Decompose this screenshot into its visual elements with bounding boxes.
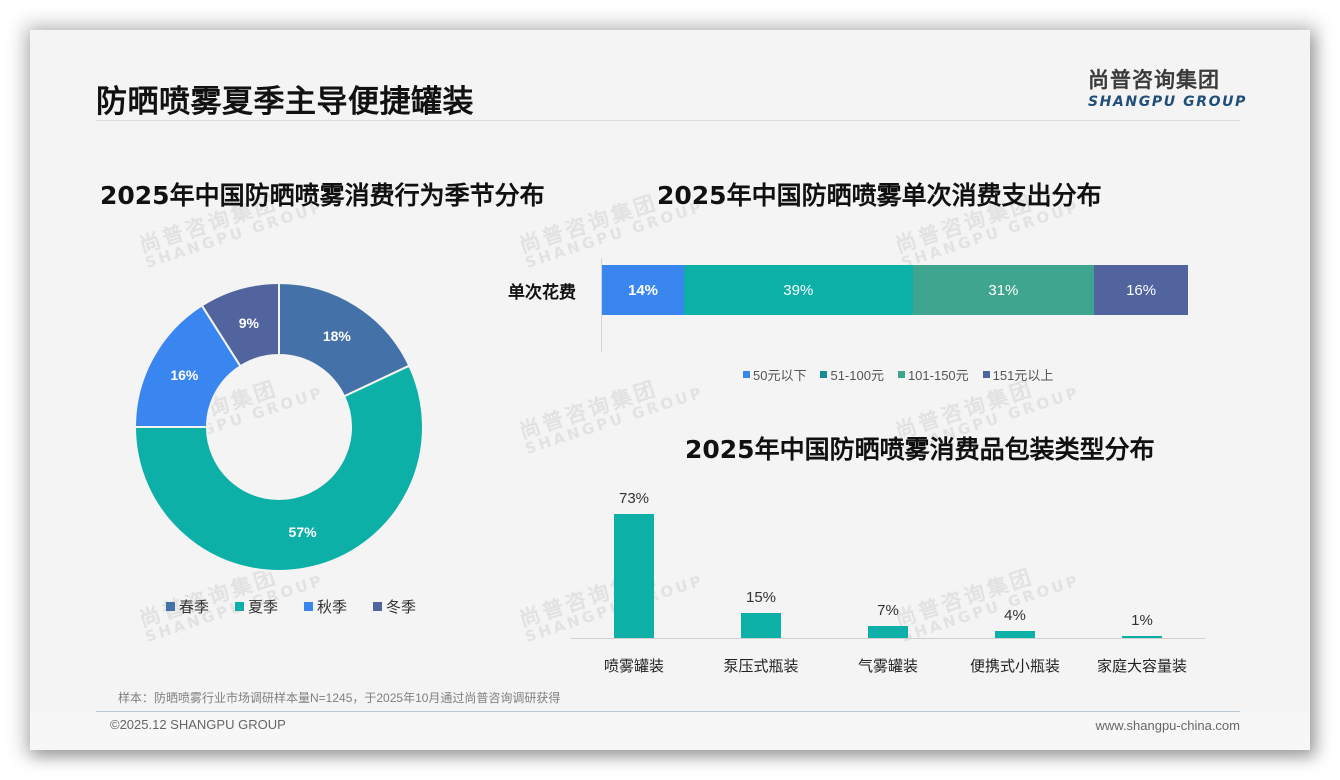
donut-slice-label: 57%: [288, 524, 317, 541]
slide: 防晒喷雾夏季主导便捷罐装 尚普咨询集团 SHANGPU GROUP 尚普咨询集团…: [30, 30, 1310, 750]
column-value-label: 7%: [877, 602, 899, 620]
legend-swatch: [235, 602, 245, 611]
footer-divider: [96, 711, 1240, 712]
stacked-segment: 31%: [912, 265, 1095, 315]
logo-en-text: SHANGPU GROUP: [1088, 94, 1247, 110]
legend-item: 秋季: [304, 596, 347, 617]
website-link[interactable]: www.shangpu-china.com: [1095, 718, 1240, 733]
legend-swatch: [373, 602, 383, 611]
sample-footnote: 样本：防晒喷雾行业市场调研样本量N=1245，于2025年10月通过尚普咨询调研…: [118, 691, 561, 705]
column-baseline: [571, 638, 1205, 639]
column-category-label: 家庭大容量装: [1096, 658, 1187, 675]
stacked-category-label: 单次花费: [508, 283, 576, 303]
stacked-segment: 39%: [684, 265, 913, 315]
donut-slice-冬季: [200, 281, 280, 368]
company-logo: 尚普咨询集团 SHANGPU GROUP: [1088, 64, 1247, 110]
column-value-label: 73%: [618, 490, 650, 507]
legend-swatch: [982, 371, 990, 378]
legend-item: 50元以下: [743, 365, 806, 384]
copyright-text: ©2025.12 SHANGPU GROUP: [110, 717, 286, 732]
donut-slice-label: 9%: [238, 315, 259, 332]
column-bar: [614, 514, 654, 638]
column-value-label: 4%: [1004, 607, 1026, 625]
column-category-label: 喷雾罐装: [603, 658, 664, 675]
legend-label: 151元以上: [992, 368, 1054, 383]
page-title: 防晒喷雾夏季主导便捷罐装: [96, 84, 474, 120]
column-category-label: 泵压式瓶装: [723, 658, 799, 675]
footer-bar: [30, 712, 1310, 750]
stacked-segment: 14%: [602, 265, 685, 315]
column-bar: [995, 631, 1035, 638]
legend-swatch: [304, 602, 314, 611]
column-bar: [868, 626, 908, 638]
column-bar: [741, 612, 781, 638]
donut-slice-夏季: [133, 364, 424, 572]
stacked-chart-title: 2025年中国防晒喷雾单次消费支出分布: [657, 181, 1102, 210]
stacked-axis-line: [601, 258, 602, 352]
stacked-segment: 16%: [1094, 265, 1188, 315]
pie-legend: 春季 夏季 秋季 冬季: [166, 596, 416, 617]
legend-item: 151元以上: [982, 365, 1054, 384]
stacked-legend: 50元以下 51-100元 101-150元 151元以上: [743, 365, 1053, 384]
legend-label: 冬季: [386, 599, 417, 616]
legend-swatch: [897, 371, 905, 378]
donut-slice-春季: [278, 281, 411, 398]
legend-label: 夏季: [248, 599, 279, 616]
logo-cn-text: 尚普咨询集团: [1088, 68, 1220, 92]
column-category-label: 气雾罐装: [857, 658, 918, 675]
column-value-label: 1%: [1131, 612, 1153, 630]
legend-label: 50元以下: [753, 368, 807, 383]
column-chart-title: 2025年中国防晒喷雾消费品包装类型分布: [685, 435, 1155, 464]
legend-label: 春季: [179, 599, 210, 616]
legend-item: 夏季: [235, 596, 278, 617]
legend-swatch: [820, 371, 828, 378]
legend-item: 101-150元: [897, 365, 969, 384]
header-divider: [96, 120, 1240, 121]
legend-swatch: [743, 371, 750, 378]
legend-item: 51-100元: [820, 365, 884, 384]
legend-label: 101-150元: [907, 368, 969, 383]
column-bar: [1122, 636, 1162, 638]
donut-slice-label: 16%: [170, 366, 199, 383]
legend-label: 秋季: [317, 599, 348, 616]
donut-slice-label: 18%: [322, 327, 351, 344]
column-category-label: 便携式小瓶装: [969, 658, 1060, 675]
column-value-label: 15%: [745, 588, 777, 606]
pie-chart-title: 2025年中国防晒喷雾消费行为季节分布: [100, 181, 545, 210]
legend-item: 春季: [166, 596, 209, 617]
legend-swatch: [166, 602, 175, 611]
season-donut-chart: 18% 57% 16% 9%: [133, 281, 424, 572]
legend-item: 冬季: [373, 596, 416, 617]
donut-svg: [133, 281, 424, 572]
legend-label: 51-100元: [830, 368, 884, 383]
spend-stacked-bar: 14% 39% 31% 16%: [602, 265, 1188, 315]
